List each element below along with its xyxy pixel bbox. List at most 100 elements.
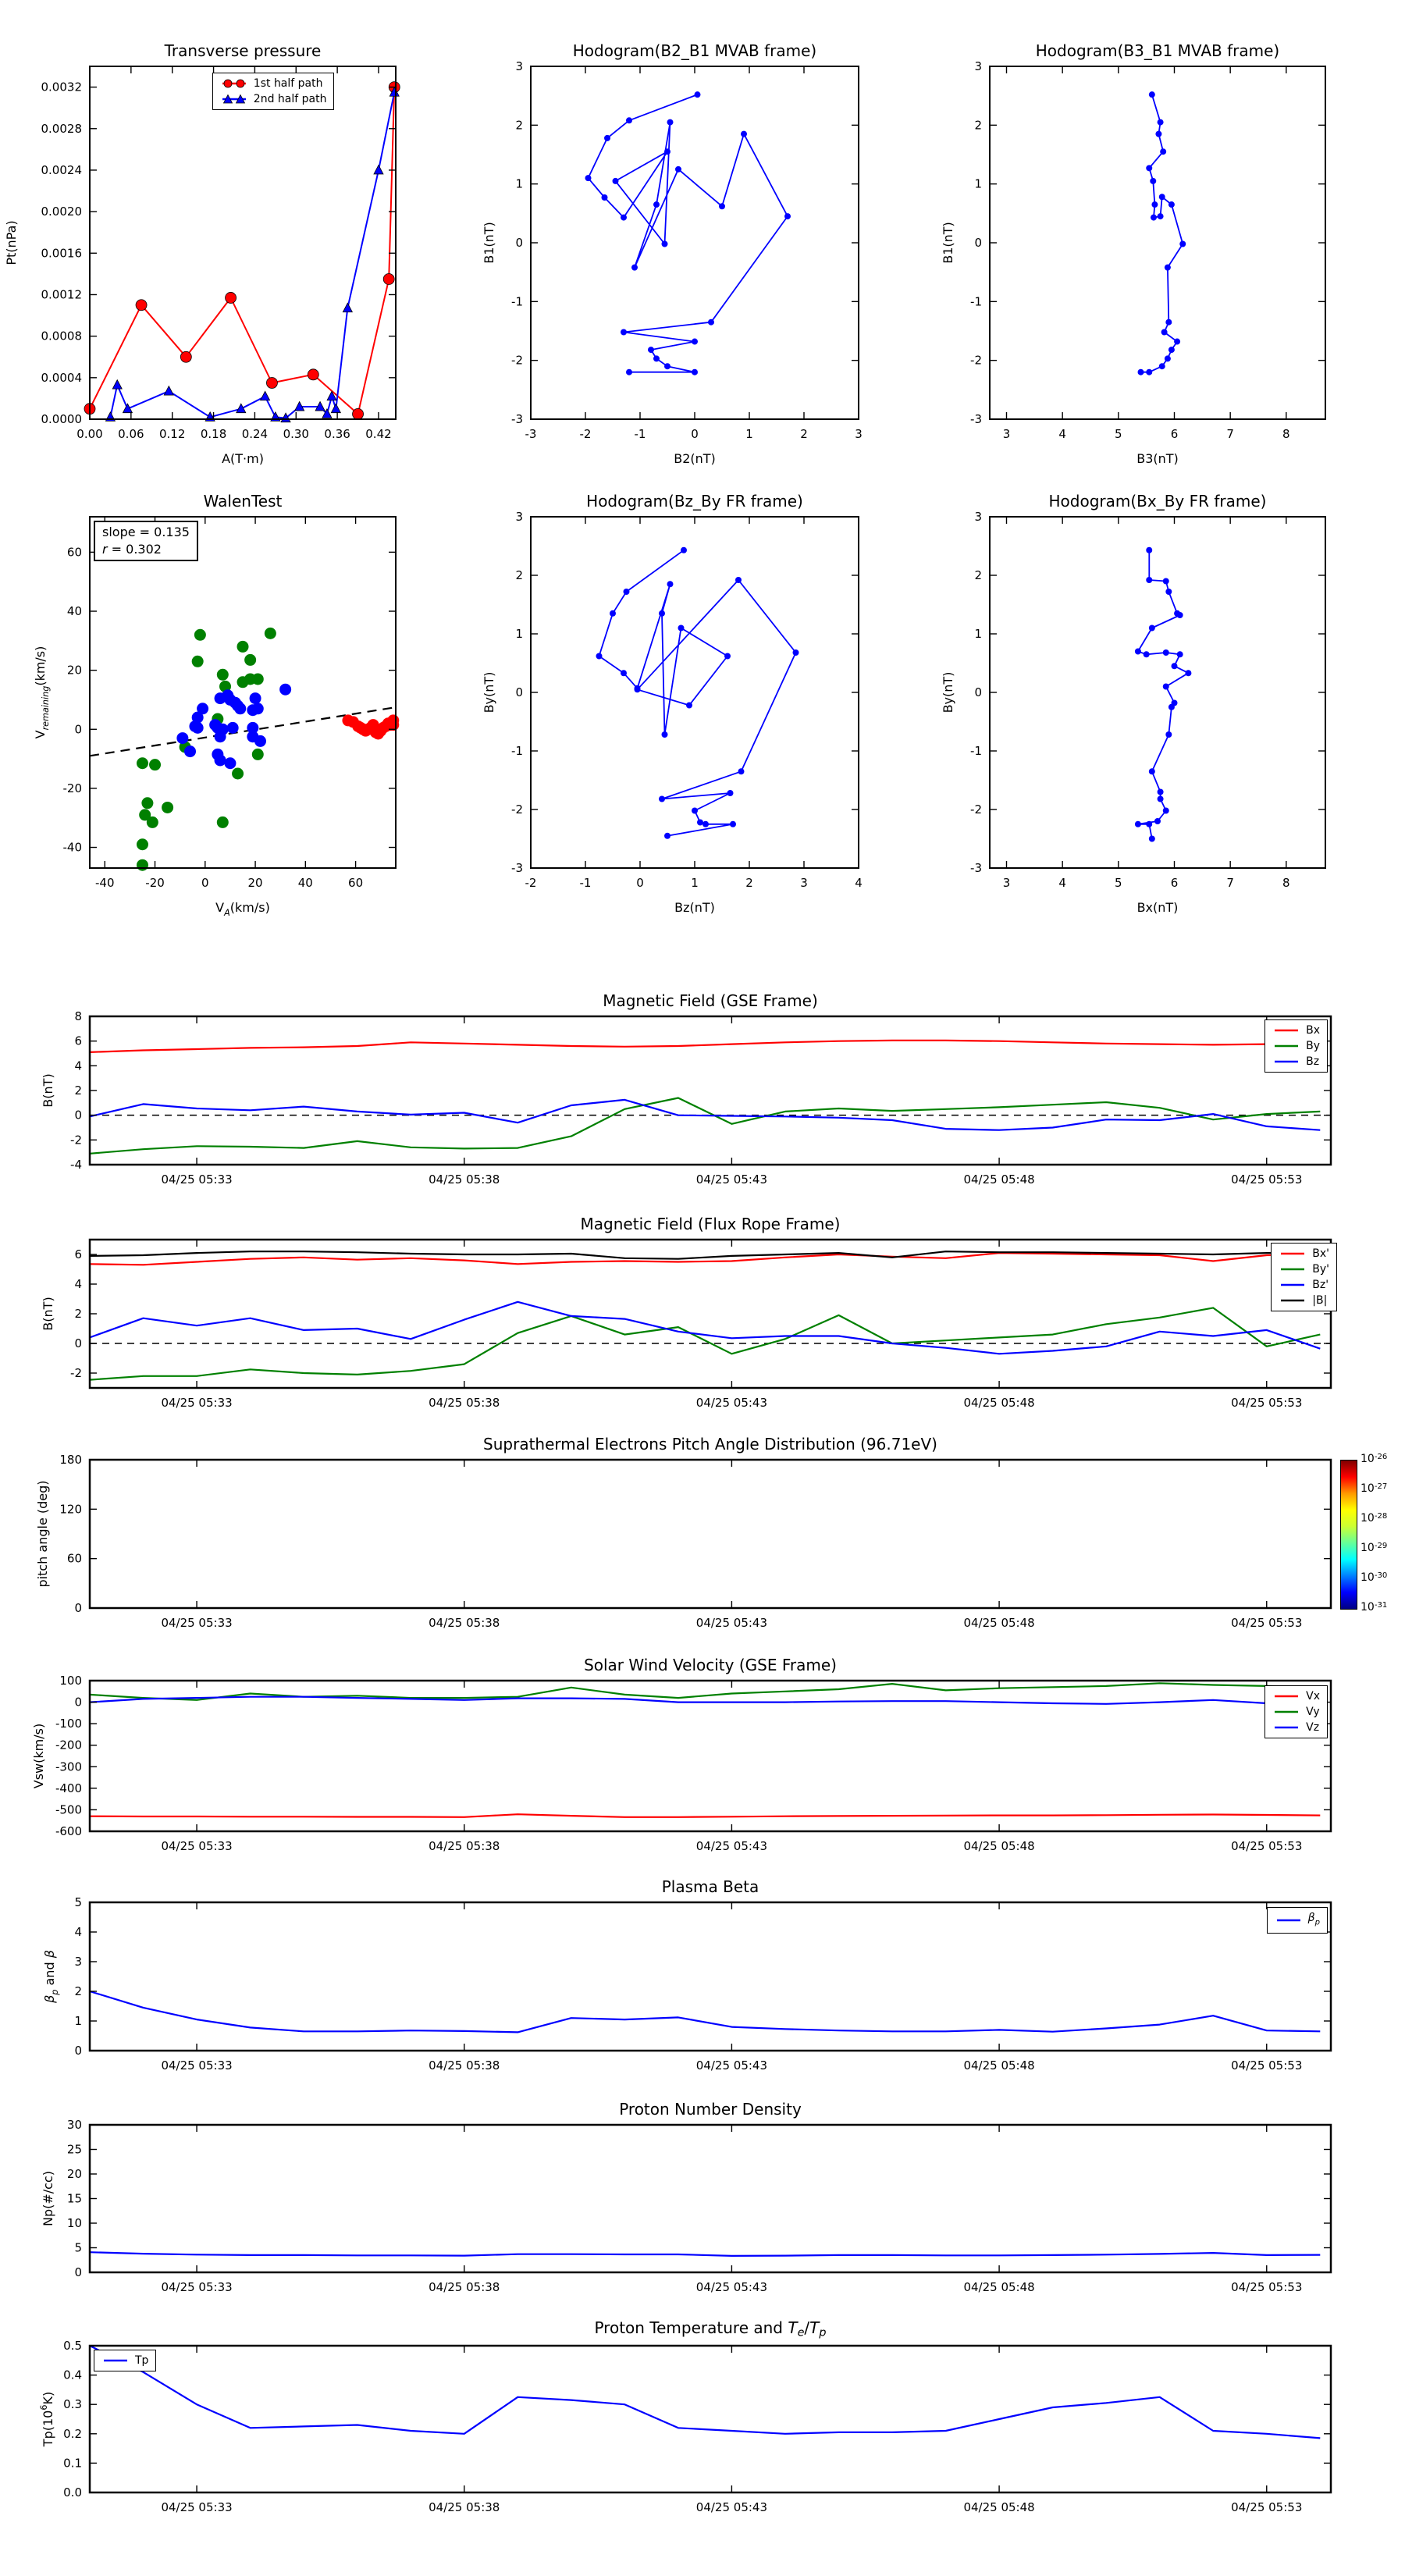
x-tick-label: 0	[636, 876, 644, 890]
y-tick-label: 0.0024	[41, 163, 83, 177]
label-part: -26	[1374, 1453, 1388, 1461]
series-markers	[585, 91, 791, 375]
y-tick-label: 10	[67, 2216, 82, 2230]
legend-label: Bz	[1306, 1055, 1320, 1068]
y-tick-label: 0.3	[63, 2397, 82, 2411]
y-tick-label: 60	[67, 1552, 82, 1566]
panel-hodogram-b2b1: Hodogram(B2_B1 MVAB frame) -3 -2 -1 0 1 2 3 -3-…	[482, 41, 863, 466]
legend-label: Bx'	[1312, 1247, 1329, 1260]
chart-svg: -40 -20 0 20 40 60 -40 -20 0 20 40 60 VA(km/s) Vremai…	[33, 516, 400, 918]
x-tick-label: 04/25 05:43	[696, 2058, 767, 2073]
y-tick-label: 120	[59, 1502, 82, 1516]
x-tick-label: 04/25 05:48	[963, 2280, 1034, 2294]
x-tick-label: 04/25 05:43	[696, 1616, 767, 1630]
x-tick-label: 4	[1058, 876, 1066, 890]
axes-frame	[89, 66, 397, 420]
series-markers	[84, 81, 400, 420]
y-tick-label: -20	[63, 781, 83, 795]
y-tick-label: 0	[74, 2265, 82, 2279]
legend-item: Bz'	[1279, 1277, 1329, 1293]
legend-label: Bz'	[1312, 1279, 1329, 1291]
y-tick-label: -400	[55, 1781, 82, 1795]
x-tick-label: 04/25 05:38	[429, 1396, 500, 1410]
x-tick-label: -3	[525, 427, 537, 441]
legend-sample	[1276, 1919, 1300, 1922]
x-tick-label: 7	[1226, 876, 1234, 890]
x-tick-label: 5	[1115, 876, 1122, 890]
series-line	[89, 2345, 1321, 2439]
y-tick-label: 1	[74, 2014, 82, 2028]
chart-svg: -3 -2 -1 0 1 2 3 -3 -2 -1 0 1 2 3 B2(nT) B1(nT)	[482, 59, 863, 466]
y-axis-label: pitch angle (deg)	[35, 1480, 50, 1587]
axes-frame	[989, 516, 1326, 869]
scatter-green-points	[136, 627, 276, 871]
panel-magnetic-field-gse: Magnetic Field (GSE Frame) 04/25 05:33 04…	[41, 991, 1332, 1187]
x-tick-label: 04/25 05:53	[1231, 1172, 1302, 1187]
y-tick-label: 60	[67, 545, 82, 559]
label-part: = 0.302	[107, 542, 162, 557]
label-part: -29	[1374, 1542, 1388, 1550]
legend-label: By	[1306, 1040, 1320, 1052]
label-part: -27	[1374, 1482, 1388, 1491]
legend-item: |B|	[1279, 1293, 1329, 1308]
colorbar-label: 10-29	[1361, 1542, 1387, 1554]
x-tick-label: 7	[1226, 427, 1234, 441]
series-markers	[1137, 91, 1186, 375]
y-tick-label: -2	[511, 802, 523, 817]
legend-sample	[1281, 1252, 1305, 1255]
y-tick-label: 0.1	[63, 2456, 82, 2470]
legend-item: By	[1272, 1038, 1320, 1054]
y-tick-label: -1	[511, 294, 523, 308]
series-line	[89, 1695, 1321, 1705]
legend-sample	[1275, 1044, 1299, 1048]
legend-item: Vx	[1272, 1688, 1320, 1704]
x-tick-label: 20	[248, 876, 263, 890]
x-tick-label: 0.42	[365, 427, 391, 441]
legend-sample	[1275, 1710, 1299, 1713]
y-axis-label: B1(nT)	[482, 222, 496, 264]
scatter-red-points	[342, 714, 400, 740]
y-tick-label: 0	[974, 236, 982, 250]
x-tick-label: 0.30	[283, 427, 309, 441]
y-tick-label: -300	[55, 1759, 82, 1774]
y-tick-label: 2	[74, 1984, 82, 1998]
y-tick-label: 2	[974, 568, 982, 582]
x-tick-label: 04/25 05:38	[429, 2500, 500, 2514]
x-tick-label: 04/25 05:48	[963, 1616, 1034, 1630]
panel-title: WalenTest	[203, 492, 283, 511]
y-tick-label: -1	[511, 744, 523, 758]
panel-title: Proton Temperature and Te/Tp	[90, 2318, 1331, 2339]
label-part: T	[788, 2318, 798, 2338]
y-tick-label: 0.5	[63, 2339, 82, 2353]
y-tick-label: 1	[515, 627, 523, 641]
axes-frame	[88, 2123, 1332, 2274]
label-part: -28	[1374, 1512, 1388, 1521]
legend: Bx' By' Bz' |B|	[1271, 1243, 1337, 1311]
x-tick-label: 3	[1003, 427, 1011, 441]
y-tick-label: -3	[970, 412, 982, 426]
legend-item: By'	[1279, 1261, 1329, 1277]
y-tick-label: 0	[74, 722, 82, 736]
x-tick-label: 04/25 05:33	[161, 1616, 232, 1630]
panel-title: Hodogram(Bz_By FR frame)	[586, 492, 803, 511]
chart-svg: 3 4 5 6 7 8 -3 -2 -1 0 1 2 3 B3(nT) B1(nT)	[941, 59, 1326, 466]
legend-sample	[222, 94, 246, 104]
scatter-blue-points	[176, 683, 292, 770]
series-line	[89, 87, 396, 415]
y-tick-label: -4	[70, 1158, 82, 1172]
y-tick-label: 0	[74, 2044, 82, 2058]
x-tick-label: 0.36	[324, 427, 350, 441]
label-part: e	[797, 2327, 805, 2339]
legend-sample	[1275, 1695, 1299, 1698]
y-tick-label: 25	[67, 2143, 82, 2157]
series-line	[89, 1307, 1321, 1381]
y-tick-label: -2	[70, 1133, 82, 1147]
y-tick-label: 0.0008	[41, 329, 83, 343]
label-part: 10	[1361, 1482, 1375, 1496]
y-tick-label: 6	[74, 1247, 82, 1261]
x-tick-label: 04/25 05:53	[1231, 1396, 1302, 1410]
x-tick-label: -20	[145, 876, 165, 890]
y-tick-label: 0	[974, 685, 982, 699]
x-axis-label: B2(nT)	[674, 451, 716, 466]
